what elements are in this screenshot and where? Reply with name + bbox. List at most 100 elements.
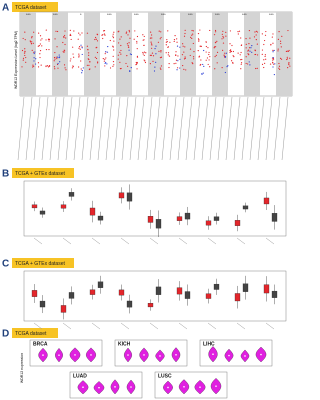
dot xyxy=(278,65,281,67)
dot xyxy=(166,39,168,41)
band xyxy=(276,12,292,96)
dot xyxy=(177,55,179,57)
dot xyxy=(78,47,80,49)
panel-label: B xyxy=(2,169,9,180)
dot xyxy=(166,40,168,43)
dot xyxy=(104,53,106,55)
dot xyxy=(203,65,205,68)
dataset-label: TCGA dataset xyxy=(15,5,47,11)
dot xyxy=(22,57,25,59)
dot xyxy=(179,67,181,69)
dot xyxy=(57,63,59,65)
dot xyxy=(39,53,41,55)
dot xyxy=(135,63,138,65)
dot xyxy=(272,51,274,53)
dot xyxy=(54,51,56,54)
dot xyxy=(119,38,121,40)
box xyxy=(118,192,125,199)
dot xyxy=(129,70,131,73)
dot xyxy=(209,29,211,32)
dot xyxy=(245,43,247,45)
dot xyxy=(152,60,154,62)
panel-title: BRCA xyxy=(33,341,48,347)
dot xyxy=(249,37,251,39)
dot xyxy=(221,38,223,40)
significance: *** xyxy=(269,12,274,17)
dot xyxy=(255,34,257,36)
x-label-stub xyxy=(273,96,281,161)
dot xyxy=(225,35,227,37)
dot xyxy=(168,63,170,65)
median xyxy=(260,353,262,356)
x-label-stub xyxy=(249,96,257,161)
x-label-stub xyxy=(129,96,137,161)
dot xyxy=(63,49,65,51)
dot xyxy=(221,33,223,35)
x-label-stub xyxy=(265,96,273,161)
dot xyxy=(265,58,267,60)
x-label-stub xyxy=(265,322,275,330)
dot xyxy=(278,31,280,33)
dot xyxy=(224,56,227,58)
dot xyxy=(143,51,146,53)
dot xyxy=(279,57,282,60)
dot xyxy=(78,32,80,34)
dot xyxy=(155,53,157,55)
dot xyxy=(33,57,35,59)
dot xyxy=(69,29,71,31)
dot xyxy=(160,65,163,67)
x-label-stub xyxy=(89,96,97,161)
dot xyxy=(247,49,250,51)
dot xyxy=(78,53,80,55)
dot xyxy=(136,40,138,43)
dot xyxy=(136,62,138,64)
x-label-stub xyxy=(49,96,57,161)
dot xyxy=(197,32,200,35)
dot xyxy=(120,49,122,52)
dot xyxy=(175,59,178,61)
dot xyxy=(191,29,193,32)
dot xyxy=(256,67,258,69)
dot xyxy=(223,54,225,56)
dot xyxy=(113,49,115,51)
dot xyxy=(182,43,184,45)
dot xyxy=(55,56,57,58)
dataset-badge xyxy=(12,168,74,178)
dot xyxy=(205,45,207,48)
dot xyxy=(159,57,162,59)
box xyxy=(89,207,96,216)
dot xyxy=(56,46,58,48)
dot xyxy=(128,31,131,33)
dot xyxy=(201,73,203,75)
dot xyxy=(215,31,217,33)
dot xyxy=(165,44,167,46)
x-label-stub xyxy=(153,96,161,161)
dot xyxy=(33,60,35,62)
dot xyxy=(286,56,288,58)
dot xyxy=(32,42,34,44)
dot xyxy=(56,57,58,60)
dot xyxy=(192,33,194,35)
dot xyxy=(58,54,60,56)
significance: *** xyxy=(188,12,193,17)
dot xyxy=(214,29,217,32)
median xyxy=(212,353,214,356)
dot xyxy=(167,52,170,54)
dot xyxy=(45,48,48,51)
dot xyxy=(71,67,74,69)
x-label-stub xyxy=(137,96,145,161)
dot xyxy=(103,30,106,32)
dot xyxy=(32,66,34,68)
dot xyxy=(107,45,109,48)
dot xyxy=(255,39,257,41)
dot xyxy=(213,34,216,36)
figure: A TCGA dataset WDR12 Expression Level (l… xyxy=(2,2,293,399)
dot xyxy=(208,59,210,61)
dot xyxy=(143,59,145,61)
dot xyxy=(286,58,289,60)
dot xyxy=(95,57,98,60)
dot xyxy=(192,30,194,32)
dot xyxy=(125,62,127,65)
dot xyxy=(24,54,26,57)
dot xyxy=(153,70,156,72)
